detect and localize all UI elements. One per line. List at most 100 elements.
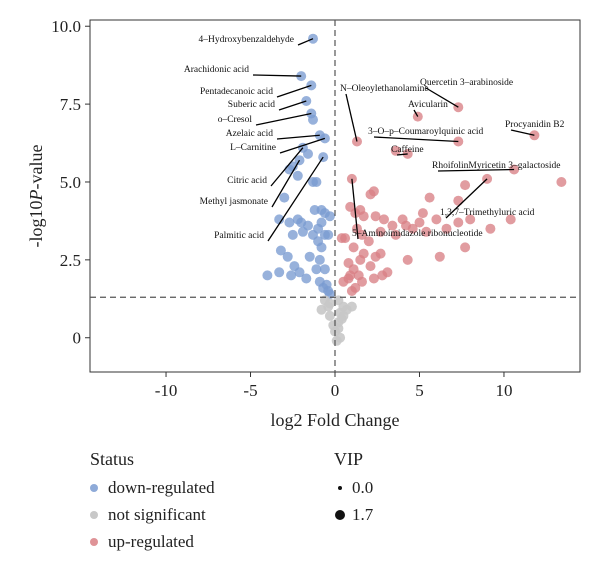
x-tick-label-2: 0 — [331, 381, 340, 400]
annotation-leader-10 — [345, 93, 358, 142]
data-point-up-regulated-47 — [402, 254, 413, 265]
data-point-down-regulated-39 — [314, 254, 325, 265]
data-point-up-regulated-60 — [338, 276, 349, 287]
data-point-down-regulated-45 — [286, 270, 297, 281]
legend-vip-small-label: 0.0 — [352, 478, 373, 497]
data-point-up-regulated-41 — [363, 236, 374, 247]
data-point-down-regulated-17 — [279, 192, 290, 203]
data-point-down-regulated-46 — [262, 270, 273, 281]
data-point-not-significant-16 — [324, 310, 335, 321]
data-point-up-regulated-48 — [370, 251, 381, 262]
threshold-lines — [90, 20, 580, 372]
data-point-down-regulated-42 — [311, 264, 322, 275]
y-axis-title-suffix: -value — [26, 145, 46, 190]
data-point-up-regulated-24 — [414, 217, 425, 228]
annotation-label-5: Azelaic acid — [226, 129, 273, 139]
x-axis-title: log2 Fold Change — [271, 410, 400, 430]
data-point-up-regulated-58 — [345, 270, 356, 281]
y-tick-label-4: 10.0 — [51, 17, 81, 36]
data-point-up-regulated-31 — [407, 223, 418, 234]
annotation-leader-15 — [396, 153, 408, 156]
data-point-not-significant-17 — [338, 310, 349, 321]
x-tick-label-3: 5 — [415, 381, 424, 400]
data-point-up-regulated-50 — [365, 261, 376, 272]
annotation-leader-6 — [279, 137, 326, 154]
data-point-down-regulated-12 — [284, 164, 295, 175]
annotation-leader-18 — [351, 178, 359, 240]
data-point-up-regulated-59 — [353, 270, 364, 281]
data-point-down-regulated-7 — [319, 133, 330, 144]
annotation-label-2: Pentadecanoic acid — [200, 87, 273, 97]
y-tick-label-0: 0 — [73, 329, 82, 348]
annotation-label-10: N–Oleoylethanolamine — [340, 84, 429, 94]
data-point-down-regulated-3 — [301, 96, 312, 106]
data-point-up-regulated-37 — [375, 226, 386, 237]
annotation-leader-0 — [297, 38, 314, 46]
data-point-down-regulated-36 — [275, 245, 286, 256]
annotation-leader-13 — [510, 129, 535, 136]
data-point-down-regulated-5 — [308, 114, 318, 125]
data-point-up-regulated-62 — [346, 286, 357, 296]
annotation-label-9: Palmitic acid — [214, 231, 264, 241]
data-point-up-regulated-40 — [336, 233, 347, 244]
legend-vip: VIP 0.0 1.7 — [334, 449, 374, 524]
data-point-up-regulated-36 — [357, 229, 367, 240]
annotation-label-17: 1,3,7–Trimethyluric acid — [440, 208, 535, 218]
annotation-leader-8 — [271, 159, 301, 208]
data-point-up-regulated-9 — [556, 177, 567, 187]
annotation-label-4: o–Cresol — [218, 115, 253, 125]
data-point-up-regulated-10 — [460, 180, 471, 191]
data-point-up-regulated-38 — [390, 229, 401, 240]
legend-status: Status down-regulated not significant up… — [90, 449, 215, 551]
data-point-up-regulated-25 — [431, 214, 442, 225]
legend-label-up: up-regulated — [108, 532, 194, 551]
data-point-down-regulated-44 — [274, 267, 285, 278]
annotation-label-14: 3–O–p–Coumaroylquinic acid — [368, 127, 484, 137]
y-tick-label-3: 7.5 — [60, 95, 81, 114]
y-tick-label-2: 5.0 — [60, 173, 81, 192]
data-point-down-regulated-30 — [297, 226, 308, 237]
legend-swatch-ns — [90, 511, 98, 519]
data-point-up-regulated-45 — [460, 242, 471, 253]
annotation-leader-11 — [425, 87, 459, 108]
data-point-up-regulated-26 — [453, 217, 464, 228]
annotation-label-7: Citric acid — [227, 176, 267, 186]
data-point-up-regulated-53 — [377, 270, 388, 281]
data-point-up-regulated-0 — [352, 136, 362, 147]
data-point-down-regulated-34 — [287, 229, 298, 240]
data-point-not-significant-3 — [324, 298, 335, 309]
data-point-up-regulated-32 — [421, 226, 432, 237]
legend-status-title: Status — [90, 449, 134, 469]
data-point-up-regulated-3 — [412, 111, 423, 122]
annotation-leader-4 — [255, 112, 312, 126]
annotation-label-11: Quercetin 3–arabinoside — [420, 78, 513, 88]
y-axis-title: -log10P-value — [26, 145, 46, 248]
data-point-up-regulated-18 — [345, 201, 356, 212]
data-point-down-regulated-23 — [324, 211, 335, 222]
data-point-down-regulated-25 — [284, 217, 295, 228]
legend-label-down: down-regulated — [108, 478, 215, 497]
annotations: 4–Hydroxybenzaldehyde Arachidonic acid Pen… — [184, 35, 565, 242]
annotation-label-15: Caffeine — [391, 144, 424, 155]
x-tick-label-0: -10 — [155, 381, 178, 400]
annotation-leader-7 — [270, 147, 304, 187]
legend-vip-title: VIP — [334, 449, 363, 469]
data-point-down-regulated-41 — [319, 264, 330, 275]
data-point-up-regulated-13 — [365, 189, 376, 200]
data-point-down-regulated-10 — [303, 148, 313, 159]
annotation-label-6: L–Carnitine — [230, 143, 276, 153]
data-point-up-regulated-15 — [453, 195, 464, 206]
annotation-leader-5 — [276, 134, 320, 140]
annotation-leader-1 — [252, 74, 302, 77]
annotation-leader-12 — [413, 109, 419, 117]
annotation-leader-9 — [267, 156, 324, 242]
annotation-leader-17 — [445, 178, 488, 219]
data-point-up-regulated-33 — [441, 223, 452, 234]
annotation-leader-2 — [276, 84, 312, 98]
legend-vip-large-dot — [335, 510, 345, 520]
y-axis: 0 2.5 5.0 7.5 10.0 — [51, 17, 90, 348]
x-tick-label-1: -5 — [243, 381, 257, 400]
data-point-up-regulated-6 — [390, 145, 401, 156]
data-point-up-regulated-42 — [348, 242, 359, 253]
data-point-up-regulated-34 — [485, 223, 496, 234]
